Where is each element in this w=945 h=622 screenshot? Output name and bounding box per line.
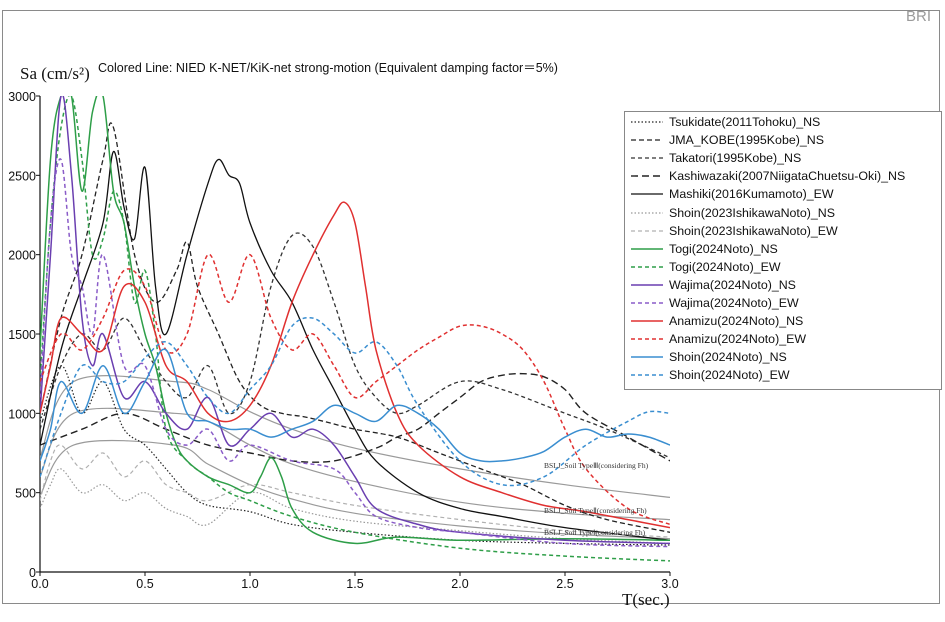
x-tick-label: 1.0 bbox=[241, 577, 258, 591]
legend-item: Anamizu(2024Noto)_EW bbox=[625, 330, 941, 348]
x-tick-label: 0.5 bbox=[136, 577, 153, 591]
x-tick-label: 0.0 bbox=[31, 577, 48, 591]
legend-label: Kashiwazaki(2007NiigataChuetsu-Oki)_NS bbox=[669, 169, 906, 184]
bslj-label: BSLJ_Soil TypeⅢ(considering Fh) bbox=[544, 461, 649, 470]
bslj-design-spectrum-3 bbox=[40, 439, 670, 540]
legend-swatch bbox=[631, 247, 663, 250]
legend-swatch bbox=[631, 374, 663, 377]
legend-swatch bbox=[631, 302, 663, 304]
series-line-3 bbox=[40, 232, 670, 459]
y-tick-label: 1000 bbox=[8, 407, 36, 421]
legend-item: Shoin(2024Noto)_NS bbox=[625, 348, 941, 366]
x-tick-label: 1.5 bbox=[346, 577, 363, 591]
legend-swatch bbox=[631, 157, 663, 159]
legend-label: Wajima(2024Noto)_NS bbox=[669, 277, 796, 292]
legend-swatch bbox=[631, 338, 663, 340]
legend-label: Anamizu(2024Noto)_NS bbox=[669, 314, 804, 329]
legend-label: Wajima(2024Noto)_EW bbox=[669, 295, 799, 310]
legend-label: Togi(2024Noto)_NS bbox=[669, 241, 778, 256]
series-line-7 bbox=[40, 444, 670, 538]
bslj-label: BSLJ_Soil TypeⅡ(considering Fh) bbox=[544, 506, 647, 515]
legend-label: Shoin(2024Noto)_EW bbox=[669, 368, 790, 383]
legend-item: Togi(2024Noto)_EW bbox=[625, 258, 941, 276]
x-axis-label: T(sec.) bbox=[622, 590, 670, 609]
series-line-10 bbox=[40, 96, 670, 545]
legend-label: JMA_KOBE(1995Kobe)_NS bbox=[669, 133, 824, 148]
series-line-2 bbox=[40, 122, 670, 533]
chart-title: Colored Line: NIED K-NET/KiK-net strong-… bbox=[98, 61, 558, 75]
legend-swatch bbox=[631, 320, 663, 322]
legend-swatch bbox=[631, 139, 663, 141]
legend-label: Shoin(2023IshikawaNoto)_EW bbox=[669, 223, 838, 238]
legend-item: Takatori(1995Kobe)_NS bbox=[625, 149, 941, 167]
legend-label: Takatori(1995Kobe)_NS bbox=[669, 151, 802, 166]
legend-label: Togi(2024Noto)_EW bbox=[669, 259, 781, 274]
y-tick-label: 2500 bbox=[8, 169, 36, 183]
bri-watermark: BRI bbox=[905, 8, 931, 25]
series-line-8 bbox=[40, 96, 670, 545]
series-line-5 bbox=[40, 150, 670, 541]
y-tick-label: 3000 bbox=[8, 90, 36, 104]
legend-item: Tsukidate(2011Tohoku)_NS bbox=[625, 113, 941, 131]
legend-item: Shoin(2023IshikawaNoto)_EW bbox=[625, 222, 941, 240]
bslj-design-spectrum-2 bbox=[40, 407, 670, 521]
y-tick-label: 500 bbox=[15, 487, 36, 501]
legend-item: Anamizu(2024Noto)_NS bbox=[625, 312, 941, 330]
legend-swatch bbox=[631, 230, 663, 232]
legend-swatch bbox=[631, 284, 663, 286]
y-tick-label: 1500 bbox=[8, 328, 36, 342]
legend-swatch bbox=[631, 211, 663, 214]
series-line-13 bbox=[40, 253, 670, 526]
legend-swatch bbox=[631, 175, 663, 178]
series-line-12 bbox=[40, 201, 670, 529]
bslj-label: BSLJ_Soil TypeⅠ(considering Fh) bbox=[544, 528, 646, 537]
legend-swatch bbox=[631, 266, 663, 268]
legend-swatch bbox=[631, 193, 663, 196]
legend-item: JMA_KOBE(1995Kobe)_NS bbox=[625, 131, 941, 149]
y-axis-label: Sa (cm/s²) bbox=[20, 64, 90, 83]
legend-label: Shoin(2023IshikawaNoto)_NS bbox=[669, 205, 835, 220]
legend-item: Wajima(2024Noto)_NS bbox=[625, 276, 941, 294]
legend-item: Shoin(2024Noto)_EW bbox=[625, 366, 941, 384]
legend-label: Tsukidate(2011Tohoku)_NS bbox=[669, 115, 821, 130]
series-line-6 bbox=[40, 468, 670, 544]
y-tick-label: 2000 bbox=[8, 249, 36, 263]
series-line-11 bbox=[40, 158, 670, 548]
legend-item: Wajima(2024Noto)_EW bbox=[625, 294, 941, 312]
series-line-4 bbox=[40, 372, 670, 463]
x-tick-label: 2.0 bbox=[451, 577, 468, 591]
legend-item: Mashiki(2016Kumamoto)_EW bbox=[625, 185, 941, 203]
series-line-9 bbox=[40, 96, 670, 562]
legend-swatch bbox=[631, 121, 663, 123]
series-line-14 bbox=[40, 348, 670, 463]
bslj-design-spectrum-1 bbox=[40, 375, 670, 498]
x-tick-label: 3.0 bbox=[661, 577, 678, 591]
series-line-15 bbox=[40, 316, 670, 487]
x-tick-label: 2.5 bbox=[556, 577, 573, 591]
legend-item: Shoin(2023IshikawaNoto)_NS bbox=[625, 203, 941, 221]
legend-label: Anamizu(2024Noto)_EW bbox=[669, 332, 807, 347]
legend-swatch bbox=[631, 356, 663, 359]
legend-label: Shoin(2024Noto)_NS bbox=[669, 350, 787, 365]
legend-item: Togi(2024Noto)_NS bbox=[625, 240, 941, 258]
chart-legend: Tsukidate(2011Tohoku)_NS JMA_KOBE(1995Kob… bbox=[624, 111, 942, 390]
plot-lines bbox=[40, 96, 670, 562]
legend-item: Kashiwazaki(2007NiigataChuetsu-Oki)_NS bbox=[625, 167, 941, 185]
y-tick-label: 0 bbox=[29, 566, 36, 580]
legend-label: Mashiki(2016Kumamoto)_EW bbox=[669, 187, 834, 202]
